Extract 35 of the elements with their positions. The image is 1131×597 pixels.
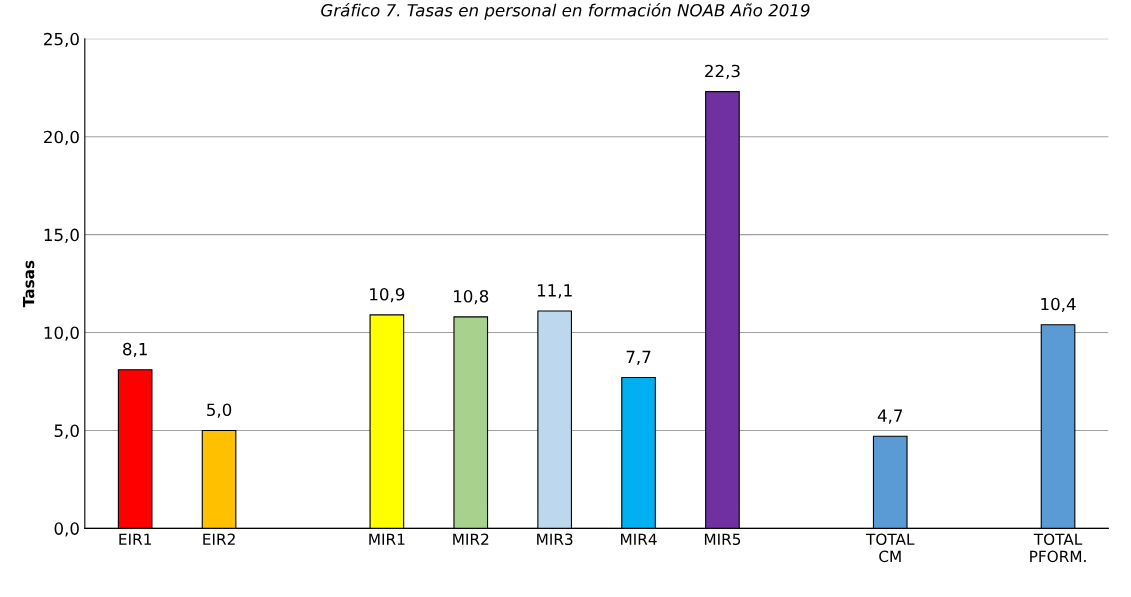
data-label: 10,8 xyxy=(454,289,489,305)
y-tick-label: 20,0 xyxy=(44,130,79,145)
data-label: 4,7 xyxy=(877,409,903,424)
data-label: 10,4 xyxy=(1041,297,1076,313)
bar xyxy=(537,310,572,529)
x-tick-label: TOTAL PFORM. xyxy=(1030,533,1086,563)
bar xyxy=(621,377,656,529)
x-tick-label: MIR2 xyxy=(453,533,489,545)
x-tick-label: TOTAL CM xyxy=(865,533,915,563)
y-tick-label: 25,0 xyxy=(44,32,79,48)
y-tick-label: 0,0 xyxy=(54,522,79,537)
y-tick-label: 5,0 xyxy=(54,424,79,439)
x-tick-label: EIR2 xyxy=(203,533,235,545)
bar xyxy=(453,316,489,529)
bar xyxy=(872,435,908,529)
data-label: 22,3 xyxy=(705,64,740,80)
x-tick-label: MIR3 xyxy=(537,533,573,546)
chart-title: Gráfico 7. Tasas en personal en formación NOAB Año 2019 xyxy=(321,2,810,20)
y-tick-label: 10,0 xyxy=(44,326,79,341)
data-label: 10,9 xyxy=(370,287,405,303)
data-label: 5,0 xyxy=(207,403,232,418)
bar xyxy=(201,429,237,529)
bar xyxy=(705,91,740,529)
x-tick-label: MIR1 xyxy=(369,533,405,545)
data-label: 11,1 xyxy=(537,284,572,299)
bar xyxy=(1040,324,1076,529)
y-tick-label: 15,0 xyxy=(44,228,79,243)
data-label: 8,1 xyxy=(123,342,147,358)
bar xyxy=(369,314,405,529)
data-label: 7,7 xyxy=(626,350,651,365)
x-tick-label: EIR1 xyxy=(119,533,151,545)
y-axis-title: Tasas xyxy=(22,260,35,308)
x-tick-label: MIR5 xyxy=(704,533,741,546)
bar xyxy=(117,369,153,529)
x-tick-label: MIR4 xyxy=(621,533,657,545)
